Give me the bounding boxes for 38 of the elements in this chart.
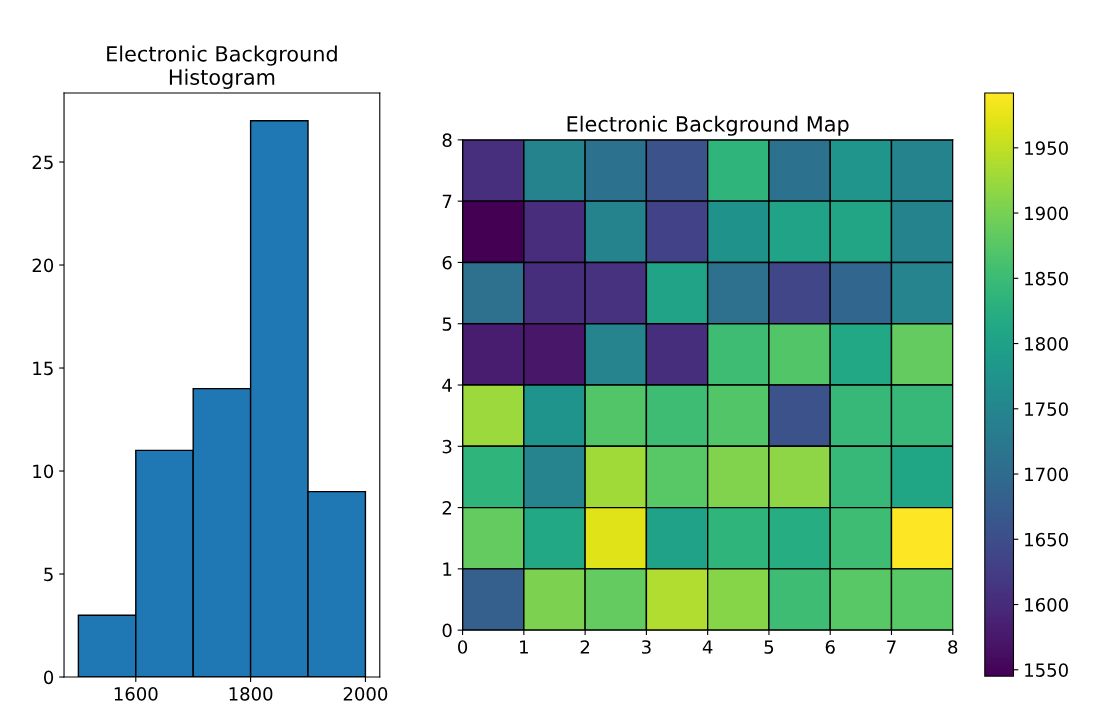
color-bar-label: 1750 bbox=[1025, 402, 1068, 416]
y-tick-label: 3 bbox=[442, 439, 452, 454]
y-tick-label: 5 bbox=[442, 317, 452, 331]
color-bar-label: 1900 bbox=[1025, 206, 1068, 221]
x-tick-label: 6 bbox=[825, 640, 835, 654]
x-tick-label: 2 bbox=[580, 640, 590, 654]
y-tick-label: 6 bbox=[442, 255, 452, 270]
y-tick-label: 20 bbox=[32, 258, 54, 273]
y-tick-label: 8 bbox=[442, 133, 452, 147]
x-tick-label: 1 bbox=[520, 640, 528, 654]
x-tick-label: 5 bbox=[764, 640, 774, 654]
color-bar-label: 1650 bbox=[1025, 532, 1068, 547]
y-tick-label: 15 bbox=[33, 361, 53, 376]
color-bar-label: 1700 bbox=[1025, 467, 1068, 482]
color-bar-label: 1600 bbox=[1025, 597, 1068, 612]
x-tick-label: 8 bbox=[948, 640, 958, 654]
y-tick-label: 0 bbox=[44, 670, 54, 685]
x-tick-label: 0 bbox=[458, 640, 468, 654]
y-tick-label: 5 bbox=[44, 567, 53, 582]
chart-title: Electronic Background Histogram bbox=[107, 45, 337, 90]
x-tick-label: 1800 bbox=[229, 687, 273, 701]
y-tick-label: 0 bbox=[442, 623, 452, 638]
x-tick-label: 1600 bbox=[114, 687, 158, 701]
color-bar-label: 1950 bbox=[1025, 141, 1068, 155]
y-tick-label: 7 bbox=[442, 194, 452, 209]
y-tick-label: 1 bbox=[443, 562, 452, 576]
x-tick-label: 4 bbox=[702, 640, 713, 654]
color-bar-label: 1800 bbox=[1025, 337, 1068, 351]
x-tick-label: 2000 bbox=[343, 687, 388, 701]
y-tick-label: 25 bbox=[32, 155, 53, 170]
y-tick-label: 10 bbox=[33, 464, 54, 479]
y-tick-label: 4 bbox=[442, 378, 452, 392]
x-tick-label: 7 bbox=[887, 640, 896, 654]
y-tick-label: 2 bbox=[442, 501, 452, 515]
x-tick-label: 3 bbox=[642, 640, 651, 654]
color-bar-label: 1850 bbox=[1025, 271, 1068, 286]
chart-title: Electronic Background Map bbox=[567, 115, 849, 136]
color-bar-label: 1550 bbox=[1025, 663, 1068, 677]
